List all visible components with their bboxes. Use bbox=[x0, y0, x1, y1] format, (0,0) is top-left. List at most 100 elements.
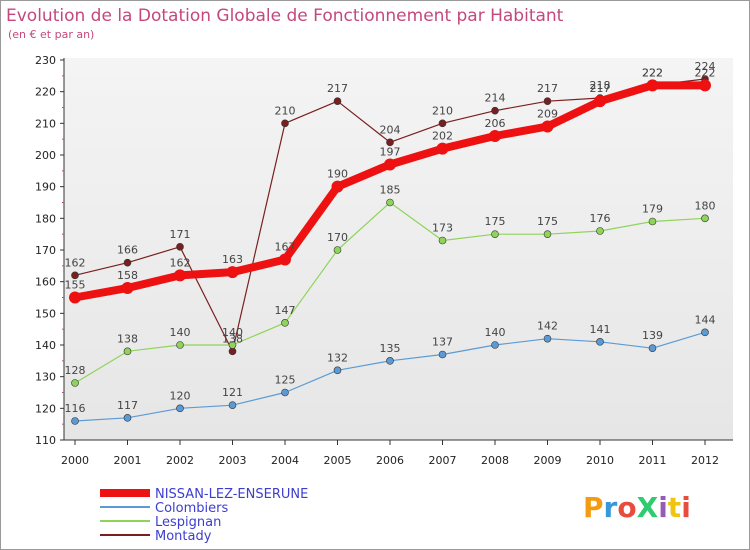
point-lespignan bbox=[281, 319, 289, 327]
data-label-nissan-lez-enserune: 222 bbox=[695, 66, 716, 79]
point-nissan-lez-enserune bbox=[331, 180, 344, 193]
point-lespignan bbox=[701, 214, 709, 223]
point-colombiers bbox=[228, 401, 237, 409]
point-lespignan bbox=[386, 198, 394, 207]
point-lespignan bbox=[596, 227, 604, 235]
data-label-nissan-lez-enserune: 158 bbox=[117, 269, 138, 282]
point-nissan-lez-enserune bbox=[436, 142, 449, 155]
y-tick-label: 170 bbox=[35, 244, 56, 257]
point-nissan-lez-enserune bbox=[699, 79, 711, 92]
data-label-montady: 217 bbox=[537, 82, 558, 95]
point-lespignan bbox=[228, 341, 237, 349]
data-label-nissan-lez-enserune: 163 bbox=[222, 253, 243, 266]
y-tick-label: 140 bbox=[35, 339, 56, 352]
y-tick-label: 120 bbox=[35, 402, 56, 415]
data-label-nissan-lez-enserune: 202 bbox=[432, 130, 453, 143]
data-label-colombiers: 137 bbox=[432, 336, 453, 349]
point-colombiers bbox=[648, 344, 657, 352]
y-tick-label: 180 bbox=[35, 212, 56, 225]
x-tick-label: 2004 bbox=[271, 454, 299, 467]
legend-label-colombiers: Colombiers bbox=[155, 501, 228, 516]
data-label-nissan-lez-enserune: 190 bbox=[327, 168, 348, 181]
data-label-lespignan: 185 bbox=[380, 184, 401, 197]
data-label-montady: 171 bbox=[170, 228, 191, 241]
point-nissan-lez-enserune bbox=[174, 269, 186, 282]
data-label-nissan-lez-enserune: 222 bbox=[642, 66, 663, 79]
plot-background bbox=[64, 58, 733, 440]
y-tick-label: 220 bbox=[35, 86, 56, 99]
point-montady bbox=[228, 347, 237, 356]
chart-title: Evolution de la Dotation Globale de Fonc… bbox=[6, 6, 564, 26]
x-tick-label: 2002 bbox=[166, 454, 194, 467]
point-colombiers bbox=[491, 341, 499, 349]
point-colombiers bbox=[281, 388, 289, 397]
x-tick-label: 2000 bbox=[61, 454, 89, 467]
point-nissan-lez-enserune bbox=[226, 266, 239, 279]
data-label-lespignan: 128 bbox=[65, 364, 86, 377]
point-lespignan bbox=[71, 379, 79, 387]
point-montady bbox=[71, 271, 79, 280]
data-label-montady: 204 bbox=[380, 123, 401, 136]
data-label-lespignan: 176 bbox=[590, 212, 611, 225]
chart-subtitle: (en € et par an) bbox=[8, 28, 94, 41]
y-tick-label: 210 bbox=[35, 117, 56, 130]
point-lespignan bbox=[648, 217, 657, 226]
point-lespignan bbox=[491, 230, 499, 238]
y-tick-label: 150 bbox=[35, 307, 56, 320]
legend-label-nissan-lez-enserune: NISSAN-LEZ-ENSERUNE bbox=[155, 487, 308, 502]
data-label-colombiers: 144 bbox=[695, 313, 716, 326]
y-tick-label: 160 bbox=[35, 276, 56, 289]
x-tick-label: 2001 bbox=[114, 454, 142, 467]
data-label-lespignan: 170 bbox=[327, 231, 348, 244]
point-nissan-lez-enserune bbox=[594, 95, 606, 108]
x-tick-label: 2003 bbox=[219, 454, 247, 467]
point-lespignan bbox=[333, 246, 342, 254]
data-label-nissan-lez-enserune: 162 bbox=[170, 256, 191, 269]
point-montady bbox=[491, 106, 499, 115]
axes: 110 120 130 140 150 160 170 180 190 200 210 220 230 2… bbox=[35, 54, 733, 467]
data-label-colombiers: 141 bbox=[590, 323, 611, 336]
point-montady bbox=[438, 119, 447, 128]
data-label-colombiers: 140 bbox=[485, 326, 506, 339]
legend-label-montady: Montady bbox=[155, 529, 212, 544]
logo-letter: o bbox=[617, 491, 636, 524]
point-lespignan bbox=[543, 230, 552, 238]
x-tick-label: 2010 bbox=[586, 454, 614, 467]
y-tick-label: 190 bbox=[35, 181, 56, 194]
point-lespignan bbox=[438, 236, 447, 245]
y-tick-label: 230 bbox=[35, 54, 56, 67]
logo-text: ProXiti bbox=[583, 491, 691, 524]
data-label-montady: 222 bbox=[642, 66, 663, 79]
series-layer bbox=[69, 75, 711, 425]
point-nissan-lez-enserune bbox=[384, 158, 396, 171]
data-label-colombiers: 125 bbox=[275, 374, 296, 387]
x-tick-label: 2008 bbox=[481, 454, 509, 467]
point-colombiers bbox=[596, 338, 604, 346]
data-label-lespignan: 180 bbox=[695, 199, 716, 212]
point-colombiers bbox=[438, 350, 447, 359]
data-label-lespignan: 147 bbox=[275, 304, 296, 317]
data-label-nissan-lez-enserune: 206 bbox=[485, 117, 506, 130]
point-colombiers bbox=[543, 334, 552, 343]
legend-label-lespignan: Lespignan bbox=[155, 515, 221, 530]
data-label-colombiers: 142 bbox=[537, 320, 558, 333]
x-tick-label: 2005 bbox=[324, 454, 352, 467]
point-colombiers bbox=[123, 414, 132, 422]
data-label-montady: 138 bbox=[222, 332, 243, 345]
x-tick-label: 2007 bbox=[429, 454, 457, 467]
data-label-colombiers: 116 bbox=[65, 402, 86, 415]
point-montady bbox=[176, 243, 184, 251]
logo-letter: r bbox=[604, 491, 618, 524]
data-label-montady: 162 bbox=[65, 256, 86, 269]
data-label-montady: 210 bbox=[275, 104, 296, 117]
point-montady bbox=[281, 119, 289, 128]
y-tick-label: 110 bbox=[35, 434, 56, 447]
point-montady bbox=[123, 258, 132, 267]
data-label-lespignan: 175 bbox=[537, 215, 558, 228]
point-nissan-lez-enserune bbox=[489, 130, 501, 142]
point-lespignan bbox=[176, 341, 184, 349]
logo-letter: t bbox=[668, 491, 681, 524]
logo-letter: i bbox=[658, 491, 668, 524]
